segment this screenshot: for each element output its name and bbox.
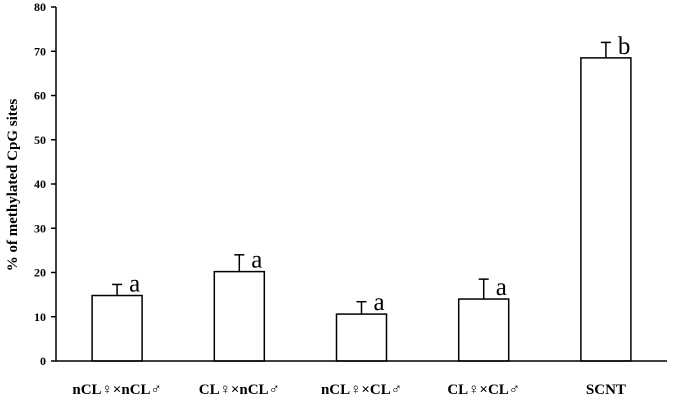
y-tick-label: 80 (34, 0, 46, 14)
y-tick-label: 70 (34, 44, 46, 58)
x-category-label: SCNT (586, 382, 626, 398)
bar (457, 298, 510, 362)
y-tick-label: 50 (34, 133, 46, 147)
significance-label: a (251, 247, 262, 274)
bar (213, 270, 266, 362)
significance-label: a (374, 289, 385, 316)
significance-label: b (618, 33, 631, 60)
y-tick-label: 40 (34, 177, 46, 191)
x-category-label: CL♀×CL♂ (447, 382, 520, 398)
y-axis-title: % of methylated CpG sites (5, 99, 21, 272)
x-category-label: nCL♀×nCL♂ (72, 382, 161, 398)
bar (580, 57, 632, 362)
bar (335, 313, 388, 362)
y-tick-label: 60 (34, 89, 46, 103)
bars-group: a a a a b (91, 33, 632, 362)
y-tick-label: 0 (40, 354, 46, 368)
significance-label: a (129, 271, 140, 298)
y-tick-label: 30 (34, 221, 46, 235)
y-tick-label: 10 (34, 310, 46, 324)
x-category-label: CL♀×nCL♂ (199, 382, 280, 398)
significance-label: a (496, 274, 507, 301)
x-axis-labels: nCL♀×nCL♂ CL♀×nCL♂ nCL♀×CL♂ CL♀×CL♂ SCNT (72, 382, 626, 398)
y-tick-label: 20 (34, 266, 46, 280)
x-category-label: nCL♀×CL♂ (321, 382, 402, 398)
bar (91, 294, 143, 362)
y-axis-ticks: 0 10 20 30 40 50 60 70 80 (34, 0, 56, 368)
